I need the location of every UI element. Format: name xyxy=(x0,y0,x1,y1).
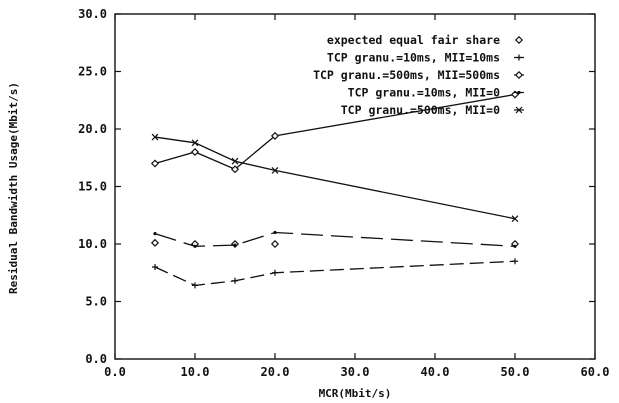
legend-label: TCP granu.=500ms, MII=0 xyxy=(341,103,500,117)
data-point-dot xyxy=(513,244,517,248)
legend-label: TCP granu.=10ms, MII=0 xyxy=(348,86,500,100)
data-point-plus xyxy=(192,282,198,289)
data-point-plus xyxy=(152,264,158,270)
data-point-diamond xyxy=(190,147,200,157)
data-point-dot xyxy=(193,244,197,248)
legend-sample xyxy=(514,70,524,80)
x-tick-label: 30.0 xyxy=(341,365,370,379)
x-axis-tick-labels: 0.0 10.0 20.0 30.0 40.0 50.0 60.0 xyxy=(104,365,609,379)
series-2 xyxy=(152,258,518,289)
y-tick-label: 10.0 xyxy=(78,237,107,251)
x-tick-label: 40.0 xyxy=(421,365,450,379)
y-tick-label: 15.0 xyxy=(78,180,107,194)
data-point-diamond xyxy=(270,131,280,140)
y-tick-label: 5.0 xyxy=(85,295,107,309)
series-line xyxy=(154,136,516,220)
x-tick-label: 0.0 xyxy=(104,365,126,379)
legend-label: TCP granu.=10ms, MII=10ms xyxy=(327,51,500,65)
data-point-diamond xyxy=(150,238,160,247)
y-tick-label: 0.0 xyxy=(85,352,107,366)
data-point-plus xyxy=(512,258,518,265)
legend-sample xyxy=(514,106,524,114)
x-tick-label: 50.0 xyxy=(501,365,530,379)
data-point-plus xyxy=(232,277,238,284)
data-point-dot xyxy=(273,230,277,235)
data-point-diamond xyxy=(514,70,524,80)
series-line xyxy=(154,260,516,287)
series-4 xyxy=(153,230,517,248)
y-tick-label: 25.0 xyxy=(78,65,107,79)
data-point-cross xyxy=(191,139,199,147)
data-point-cross xyxy=(151,133,159,141)
data-point-plus xyxy=(272,269,278,276)
data-point-diamond xyxy=(270,239,280,249)
series-line xyxy=(154,231,516,247)
x-axis-label: MCR(Mbit/s) xyxy=(319,387,392,400)
y-axis-label: Residual Bandwidth Usage(Mbit/s) xyxy=(7,82,20,294)
y-tick-label: 30.0 xyxy=(78,7,107,21)
legend-label: TCP granu.=500ms, MII=500ms xyxy=(313,68,500,82)
data-point-dot xyxy=(517,90,521,95)
data-point-plus xyxy=(516,54,522,61)
data-point-dot xyxy=(153,232,157,236)
data-point-cross xyxy=(515,106,523,114)
data-point-cross xyxy=(271,166,279,174)
x-tick-label: 60.0 xyxy=(581,365,610,379)
x-tick-label: 20.0 xyxy=(261,365,290,379)
x-tick-label: 10.0 xyxy=(181,365,210,379)
y-axis-tick-labels: 0.0 5.0 10.0 15.0 20.0 25.0 30.0 xyxy=(78,7,107,366)
series-layer xyxy=(150,90,520,289)
data-point-cross xyxy=(511,215,519,223)
data-point-diamond xyxy=(230,165,240,174)
legend-sample xyxy=(514,90,524,95)
series-5 xyxy=(151,133,519,223)
data-point-diamond xyxy=(514,35,524,45)
legend-sample xyxy=(514,54,524,61)
legend: expected equal fair share TCP granu.=10ms… xyxy=(313,33,524,117)
data-point-diamond xyxy=(150,159,160,168)
axis-ticks xyxy=(114,13,596,360)
y-tick-label: 20.0 xyxy=(78,122,107,136)
legend-label: expected equal fair share xyxy=(327,33,500,47)
data-point-dot xyxy=(233,243,237,247)
legend-sample xyxy=(514,35,524,45)
series-3 xyxy=(150,90,520,174)
data-point-cross xyxy=(231,157,239,165)
